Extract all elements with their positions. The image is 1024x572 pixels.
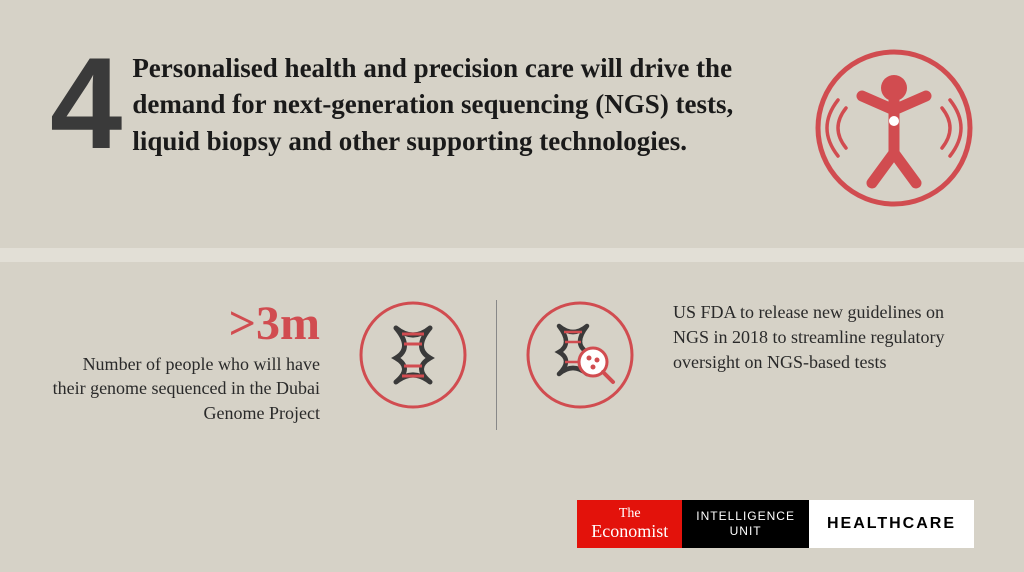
vertical-divider (496, 300, 497, 430)
brand-line1: The (591, 506, 668, 521)
brand3-text: HEALTHCARE (827, 515, 956, 533)
stat-description: Number of people who will have their gen… (50, 352, 320, 425)
intelligence-unit-logo: INTELLIGENCE UNIT (682, 500, 809, 548)
brand2-line2: UNIT (696, 524, 795, 539)
right-text-block: US FDA to release new guidelines on NGS … (653, 300, 974, 430)
section-number: 4 (50, 48, 114, 159)
dna-icon (358, 300, 468, 410)
right-description: US FDA to release new guidelines on NGS … (673, 300, 973, 376)
stat-value: >3m (50, 300, 320, 348)
economist-logo: The Economist (577, 500, 682, 548)
top-section: 4 Personalised health and precision care… (0, 0, 1024, 248)
horizontal-divider (0, 248, 1024, 262)
bottom-section: >3m Number of people who will have their… (0, 262, 1024, 430)
main-headline: Personalised health and precision care w… (132, 48, 814, 159)
dna-magnify-icon (525, 300, 635, 410)
healthcare-label: HEALTHCARE (809, 500, 974, 548)
left-stat-block: >3m Number of people who will have their… (50, 300, 340, 430)
brand2-line1: INTELLIGENCE (696, 509, 795, 524)
person-health-icon (814, 48, 974, 208)
footer-brand: The Economist INTELLIGENCE UNIT HEALTHCA… (577, 500, 974, 548)
brand-line2: Economist (591, 522, 668, 542)
